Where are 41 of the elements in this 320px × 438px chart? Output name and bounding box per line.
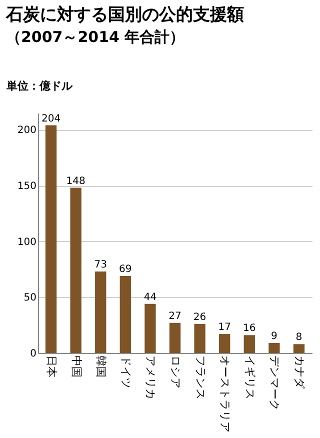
bar xyxy=(70,188,82,353)
bar xyxy=(144,304,156,353)
x-tick-label: オーストラリア xyxy=(218,356,232,432)
bar xyxy=(169,322,181,353)
bar xyxy=(194,324,206,353)
data-label: 9 xyxy=(271,330,278,342)
y-tick-label: 50 xyxy=(24,292,36,304)
data-label: 73 xyxy=(94,260,107,271)
x-tick-label: 日本 xyxy=(45,356,58,378)
bar xyxy=(120,276,131,353)
bar xyxy=(293,344,305,353)
x-tick-label: デンマーク xyxy=(268,356,282,410)
data-label: 69 xyxy=(119,264,132,275)
y-tick-label: 0 xyxy=(30,348,36,360)
x-tick-label: カナダ xyxy=(292,356,306,390)
x-tick-label: 韓国 xyxy=(94,356,108,378)
bar xyxy=(95,272,106,353)
x-tick-label: イギリス xyxy=(243,356,256,400)
x-tick-label: フランス xyxy=(194,356,207,400)
x-tick-label: 中国 xyxy=(70,356,83,378)
data-label: 204 xyxy=(41,113,61,124)
data-label: 8 xyxy=(296,332,302,344)
data-label: 26 xyxy=(193,312,206,323)
x-tick-label: ロシア xyxy=(169,356,182,388)
data-label: 44 xyxy=(144,292,157,303)
data-label: 17 xyxy=(218,322,231,334)
x-tick-label: アメリカ xyxy=(144,356,158,400)
y-tick-label: 200 xyxy=(17,125,36,136)
y-axis-title: 単位：億ドル xyxy=(6,80,74,92)
chart-title: 石炭に対する国別の公的支援額 xyxy=(5,5,244,25)
chart-subtitle: （2007～2014 年合計） xyxy=(6,28,185,46)
y-tick-label: 100 xyxy=(17,236,36,248)
x-tick-label: ドイツ xyxy=(119,356,132,388)
bar xyxy=(45,125,57,353)
data-label: 148 xyxy=(66,176,86,187)
data-label: 27 xyxy=(168,310,182,322)
data-label: 16 xyxy=(243,323,256,334)
bar xyxy=(268,342,280,353)
bar xyxy=(219,334,230,353)
y-tick-label: 150 xyxy=(17,181,36,192)
bar xyxy=(244,335,255,353)
